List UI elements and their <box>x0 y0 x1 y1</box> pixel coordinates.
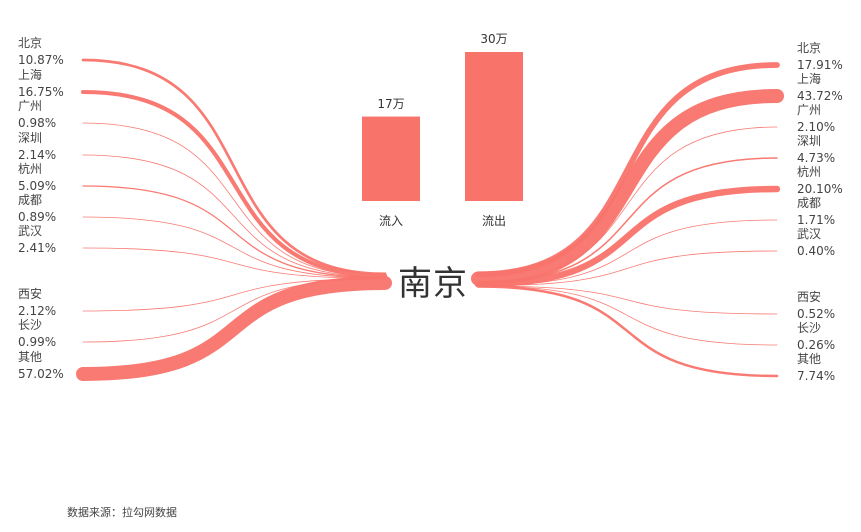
inflow-city-label: 其他 <box>18 350 43 364</box>
bar-1 <box>465 52 523 201</box>
inflow-percent-label: 16.75% <box>18 85 64 99</box>
outflow-percent-label: 43.72% <box>797 89 843 103</box>
bar-value-label: 30万 <box>480 32 508 46</box>
inflow-link-0 <box>81 58 387 276</box>
inflow-percent-label: 0.99% <box>18 335 57 349</box>
outflow-percent-label: 0.52% <box>797 307 836 321</box>
outflow-percent-label: 1.71% <box>797 213 836 227</box>
outflow-link-5 <box>477 219 778 287</box>
outflow-percent-label: 7.74% <box>797 369 836 383</box>
outflow-city-label: 西安 <box>797 290 822 304</box>
inflow-city-label: 上海 <box>18 68 43 82</box>
outflow-percent-label: 2.10% <box>797 120 836 134</box>
outflow-city-label: 广州 <box>797 103 822 117</box>
inflow-percent-label: 2.14% <box>18 148 57 162</box>
outflow-city-label: 成都 <box>797 196 822 210</box>
outflow-link-8 <box>477 285 778 346</box>
center-city-label: 南京 <box>398 264 468 304</box>
inflow-link-4 <box>82 185 386 279</box>
inflow-city-label: 长沙 <box>18 318 43 332</box>
outflow-link-2 <box>477 126 778 283</box>
inflow-link-2 <box>82 122 386 278</box>
inflow-link-7 <box>82 278 386 312</box>
bar-category-label: 流入 <box>378 214 403 228</box>
inflow-city-label: 北京 <box>18 36 43 50</box>
inflow-link-5 <box>82 216 386 279</box>
outflow-city-label: 深圳 <box>797 134 822 148</box>
outflow-link-3 <box>477 157 778 284</box>
inflow-percent-label: 2.41% <box>18 241 57 255</box>
outflow-city-label: 武汉 <box>797 227 822 241</box>
inflow-city-label: 深圳 <box>18 131 43 145</box>
outflow-percent-label: 0.40% <box>797 244 836 258</box>
outflow-city-label: 长沙 <box>797 321 822 335</box>
inflow-percent-label: 57.02% <box>18 367 64 381</box>
bar-value-label: 17万 <box>377 96 405 111</box>
outflow-percent-label: 0.26% <box>797 338 836 352</box>
outflow-link-4 <box>474 185 781 288</box>
outflow-link-7 <box>477 285 778 315</box>
outflow-city-label: 其他 <box>797 352 822 366</box>
inflow-link-6 <box>82 247 386 279</box>
outflow-percent-label: 20.10% <box>797 182 843 196</box>
outflow-percent-label: 17.91% <box>797 58 843 72</box>
bar-category-label: 流出 <box>481 214 506 228</box>
outflow-city-label: 上海 <box>797 72 822 86</box>
outflow-link-9 <box>476 285 779 378</box>
inflow-link-3 <box>82 154 386 278</box>
outflow-city-label: 杭州 <box>797 165 822 179</box>
outflow-link-1 <box>471 89 784 286</box>
bar-0 <box>362 116 420 201</box>
inflow-city-label: 西安 <box>18 287 43 301</box>
inflow-percent-label: 5.09% <box>18 179 57 193</box>
inflow-percent-label: 2.12% <box>18 304 57 318</box>
source-note: 数据来源：拉勾网数据 <box>67 506 177 519</box>
outflow-percent-label: 4.73% <box>797 151 836 165</box>
inflow-link-9 <box>76 275 392 381</box>
inflow-city-label: 武汉 <box>18 224 43 238</box>
outflow-city-label: 北京 <box>797 41 822 55</box>
inflow-city-label: 成都 <box>18 193 43 207</box>
inflow-city-label: 广州 <box>18 99 43 113</box>
inflow-link-1 <box>80 89 388 278</box>
inflow-city-label: 杭州 <box>18 162 43 176</box>
inflow-percent-label: 0.89% <box>18 210 57 224</box>
outflow-link-6 <box>477 250 778 287</box>
inflow-percent-label: 10.87% <box>18 53 64 67</box>
inflow-percent-label: 0.98% <box>18 116 57 130</box>
